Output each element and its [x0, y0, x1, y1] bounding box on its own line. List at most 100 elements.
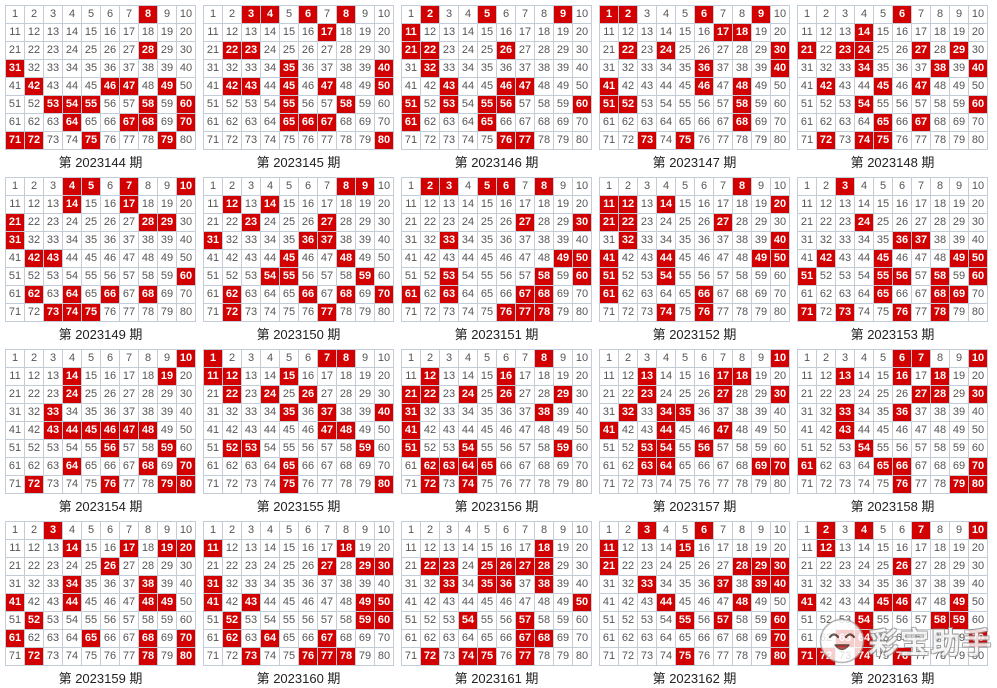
number-cell: 33	[637, 403, 657, 422]
number-cell: 69	[157, 113, 177, 132]
number-cell: 10	[968, 5, 988, 24]
number-cell: 26	[100, 41, 120, 60]
number-cell: 37	[119, 59, 139, 78]
drawn-number-cell: 52	[222, 611, 242, 630]
number-cell: 32	[24, 231, 44, 250]
number-cell: 7	[911, 177, 931, 196]
number-cell: 79	[949, 647, 969, 666]
drawn-number-cell: 37	[911, 231, 931, 250]
number-cell: 36	[100, 231, 120, 250]
number-cell: 54	[656, 611, 676, 630]
number-cell: 50	[968, 421, 988, 440]
drawn-number-cell: 54	[656, 267, 676, 286]
number-cell: 42	[222, 421, 242, 440]
number-cell: 34	[656, 575, 676, 594]
drawn-number-cell: 28	[930, 385, 950, 404]
number-cell: 46	[298, 421, 318, 440]
period-label: 第 2023154 期	[58, 499, 143, 514]
number-cell: 8	[138, 521, 158, 540]
drawn-number-cell: 52	[222, 439, 242, 458]
number-cell: 1	[5, 521, 25, 540]
number-cell: 50	[572, 77, 592, 96]
number-cell: 51	[203, 267, 223, 286]
number-cell: 22	[618, 385, 638, 404]
number-cell: 28	[336, 41, 356, 60]
drawn-number-cell: 47	[515, 77, 535, 96]
number-cell: 53	[241, 267, 261, 286]
number-cell: 79	[751, 647, 771, 666]
drawn-number-cell: 66	[892, 457, 912, 476]
number-cell: 80	[572, 131, 592, 150]
period-panel-2023160: 1 2 3 4 5 6 7 8 9 10 11 12 13 14 15 16 17 18 19 20 21 22 23 24 2…	[203, 521, 394, 687]
number-cell: 66	[496, 629, 516, 648]
number-cell: 80	[176, 303, 196, 322]
number-cell: 44	[458, 593, 478, 612]
number-cell: 49	[751, 77, 771, 96]
drawn-number-cell: 8	[534, 177, 554, 196]
number-cell: 31	[599, 231, 619, 250]
drawn-number-cell: 59	[355, 439, 375, 458]
number-cell: 73	[637, 303, 657, 322]
drawn-number-cell: 70	[176, 629, 196, 648]
number-cell: 26	[694, 213, 714, 232]
drawn-number-cell: 29	[355, 557, 375, 576]
number-cell: 49	[949, 77, 969, 96]
number-cell: 33	[43, 575, 63, 594]
number-cell: 16	[892, 23, 912, 42]
number-cell: 68	[930, 457, 950, 476]
drawn-number-cell: 33	[43, 403, 63, 422]
number-cell: 27	[515, 385, 535, 404]
number-cell: 29	[355, 213, 375, 232]
number-cell: 28	[534, 385, 554, 404]
number-cell: 41	[797, 249, 817, 268]
drawn-number-cell: 68	[336, 285, 356, 304]
period-label: 第 2023148 期	[850, 155, 935, 170]
number-cell: 52	[420, 267, 440, 286]
number-cell: 77	[911, 475, 931, 494]
number-cell: 7	[317, 521, 337, 540]
number-cell: 77	[119, 475, 139, 494]
drawn-number-cell: 49	[553, 249, 573, 268]
number-cell: 24	[854, 385, 874, 404]
number-cell: 73	[637, 475, 657, 494]
period-panel-2023147: 1 2 3 4 5 6 7 8 9 10 11 12 13 14 15 16 17 18 19 20 21 22 23 24 2…	[599, 5, 790, 171]
number-cell: 16	[694, 539, 714, 558]
number-cell: 21	[203, 213, 223, 232]
number-cell: 39	[157, 403, 177, 422]
number-cell: 55	[81, 439, 101, 458]
number-cell: 32	[420, 403, 440, 422]
number-cell: 38	[336, 403, 356, 422]
number-cell: 45	[477, 421, 497, 440]
drawn-number-cell: 2	[618, 5, 638, 24]
period-label: 第 2023162 期	[652, 671, 737, 686]
number-cell: 6	[694, 177, 714, 196]
number-cell: 10	[572, 177, 592, 196]
drawn-number-cell: 59	[355, 267, 375, 286]
number-cell: 36	[694, 575, 714, 594]
drawn-number-cell: 12	[816, 539, 836, 558]
number-cell: 31	[797, 59, 817, 78]
drawn-number-cell: 74	[854, 647, 874, 666]
drawn-number-cell: 60	[374, 611, 394, 630]
number-cell: 61	[797, 629, 817, 648]
period-label: 第 2023163 期	[850, 671, 935, 686]
number-cell: 71	[401, 475, 421, 494]
drawn-number-cell: 27	[515, 557, 535, 576]
number-cell: 61	[203, 285, 223, 304]
number-cell: 36	[892, 575, 912, 594]
period-label: 第 2023158 期	[850, 499, 935, 514]
drawn-number-cell: 79	[949, 475, 969, 494]
number-cell: 80	[770, 303, 790, 322]
period-panel-2023149: 1 2 3 4 5 6 7 8 9 10 11 12 13 14 15 16 17 18 19 20 21 22 23 24 2…	[5, 177, 196, 343]
number-cell: 41	[203, 249, 223, 268]
number-grid: 1 2 3 4 5 6 7 8 9 10 11 12 13 14 15 16 17 18 19 20 21 22 23 24 2…	[599, 177, 790, 322]
drawn-number-cell: 58	[732, 95, 752, 114]
number-cell: 29	[949, 385, 969, 404]
number-cell: 17	[911, 195, 931, 214]
number-cell: 39	[949, 575, 969, 594]
number-cell: 28	[534, 213, 554, 232]
number-cell: 6	[496, 349, 516, 368]
drawn-number-cell: 32	[618, 231, 638, 250]
drawn-number-cell: 36	[892, 403, 912, 422]
number-cell: 47	[911, 421, 931, 440]
